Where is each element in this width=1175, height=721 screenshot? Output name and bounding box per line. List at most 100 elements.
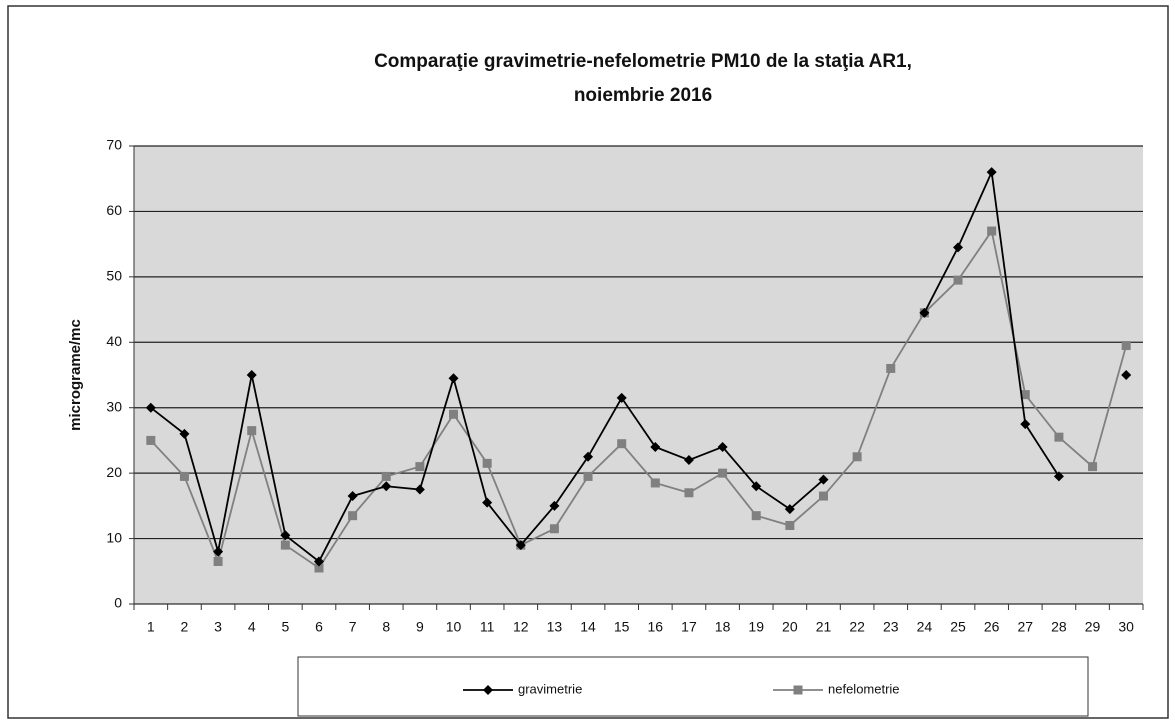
marker — [987, 226, 997, 236]
series-line — [150, 228, 1128, 570]
x-tick-label: 28 — [1051, 619, 1067, 635]
x-tick-label: 9 — [416, 619, 424, 635]
x-tick-label: 5 — [281, 619, 289, 635]
marker — [583, 451, 594, 462]
marker — [818, 491, 828, 501]
marker — [684, 488, 694, 498]
marker — [717, 441, 728, 452]
y-tick-label: 40 — [106, 333, 122, 349]
marker — [683, 455, 694, 466]
x-tick-label: 13 — [547, 619, 563, 635]
marker — [448, 373, 459, 384]
x-tick-label: 16 — [648, 619, 664, 635]
marker — [347, 491, 358, 502]
x-tick-label: 2 — [181, 619, 189, 635]
marker — [280, 540, 290, 550]
plot-area — [134, 146, 1143, 604]
marker — [179, 428, 190, 439]
x-tick-label: 22 — [849, 619, 865, 635]
marker — [784, 504, 795, 515]
marker — [751, 511, 761, 521]
marker — [1020, 390, 1030, 400]
marker — [793, 685, 803, 695]
y-tick-label: 60 — [106, 202, 122, 218]
marker — [1020, 419, 1031, 430]
x-tick-label: 27 — [1017, 619, 1033, 635]
x-tick-label: 23 — [883, 619, 899, 635]
marker — [381, 481, 392, 492]
marker — [483, 685, 493, 695]
marker — [852, 452, 862, 462]
marker — [414, 484, 425, 495]
marker — [246, 370, 257, 380]
marker — [213, 556, 223, 566]
marker — [549, 524, 559, 534]
marker — [348, 511, 358, 521]
marker — [886, 363, 896, 373]
legend-label: nefelometrie — [828, 681, 900, 696]
y-tick-label: 70 — [106, 137, 122, 153]
marker — [314, 563, 324, 573]
x-tick-label: 20 — [782, 619, 798, 635]
x-tick-label: 15 — [614, 619, 630, 635]
x-tick-label: 8 — [382, 619, 390, 635]
x-tick-label: 21 — [816, 619, 832, 635]
marker — [482, 458, 492, 468]
x-tick-label: 24 — [917, 619, 933, 635]
marker — [1121, 370, 1132, 380]
marker — [313, 556, 324, 567]
marker — [650, 478, 660, 488]
marker — [549, 500, 560, 511]
marker — [751, 481, 762, 492]
legend-box — [297, 656, 1089, 717]
marker — [650, 441, 661, 452]
x-tick-label: 14 — [580, 619, 596, 635]
marker — [818, 474, 829, 485]
marker — [583, 471, 593, 481]
marker — [1121, 341, 1131, 351]
x-tick-label: 17 — [681, 619, 697, 635]
marker — [415, 462, 425, 472]
marker — [1053, 471, 1064, 482]
x-tick-label: 12 — [513, 619, 529, 635]
marker — [515, 540, 526, 551]
marker — [179, 471, 189, 481]
x-tick-label: 7 — [349, 619, 357, 635]
y-axis-label: micrograme/mc — [67, 319, 84, 431]
marker — [145, 402, 156, 413]
marker — [482, 497, 493, 508]
y-tick-label: 20 — [106, 464, 122, 480]
x-tick-label: 4 — [248, 619, 256, 635]
marker — [953, 275, 963, 285]
x-tick-label: 3 — [214, 619, 222, 635]
marker — [953, 242, 964, 253]
y-tick-label: 50 — [106, 268, 122, 284]
x-tick-label: 6 — [315, 619, 323, 635]
x-tick-label: 26 — [984, 619, 1000, 635]
marker — [1054, 432, 1064, 442]
y-tick-label: 0 — [114, 595, 122, 611]
x-tick-label: 29 — [1085, 619, 1101, 635]
marker — [616, 392, 627, 403]
marker — [381, 471, 391, 481]
marker — [280, 530, 291, 541]
marker — [146, 435, 156, 445]
legend-label: gravimetrie — [518, 681, 582, 696]
x-tick-label: 30 — [1118, 619, 1134, 635]
x-tick-label: 25 — [950, 619, 966, 635]
marker — [718, 468, 728, 478]
marker — [449, 409, 459, 419]
x-tick-label: 19 — [748, 619, 764, 635]
x-tick-label: 1 — [147, 619, 155, 635]
y-tick-label: 30 — [106, 398, 122, 414]
x-tick-label: 18 — [715, 619, 731, 635]
marker — [919, 307, 930, 318]
marker — [213, 546, 224, 557]
chart-title: Comparaţie gravimetrie-nefelometrie PM10… — [374, 51, 912, 72]
marker — [247, 426, 257, 436]
x-tick-label: 10 — [446, 619, 462, 635]
marker — [617, 439, 627, 449]
marker — [986, 167, 997, 178]
marker — [785, 520, 795, 530]
